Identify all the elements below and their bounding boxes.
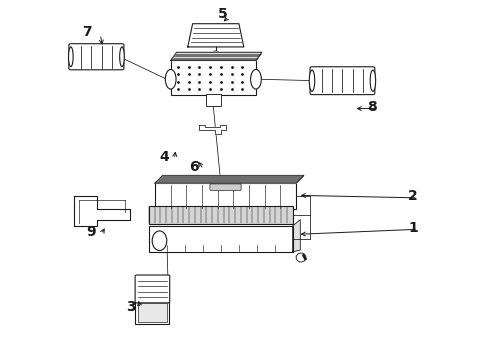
Text: 3: 3 [126, 300, 135, 314]
FancyBboxPatch shape [210, 184, 241, 190]
FancyBboxPatch shape [310, 67, 375, 95]
Bar [171, 58, 256, 95]
Ellipse shape [152, 231, 167, 251]
Polygon shape [155, 175, 304, 183]
Polygon shape [171, 52, 262, 60]
Ellipse shape [213, 51, 218, 54]
Bar [206, 94, 220, 106]
Polygon shape [74, 196, 129, 226]
FancyBboxPatch shape [69, 44, 124, 70]
Bar [149, 226, 293, 252]
Ellipse shape [120, 47, 124, 67]
Bar [149, 206, 293, 224]
Ellipse shape [309, 70, 315, 91]
Ellipse shape [370, 70, 376, 91]
Ellipse shape [250, 69, 261, 89]
Polygon shape [293, 220, 300, 252]
Ellipse shape [165, 69, 176, 89]
Bar [135, 302, 170, 324]
Ellipse shape [296, 253, 306, 262]
Ellipse shape [69, 47, 73, 67]
Polygon shape [199, 125, 225, 134]
Text: 7: 7 [82, 25, 92, 39]
Polygon shape [302, 254, 307, 260]
Polygon shape [188, 24, 244, 47]
Bar [138, 303, 167, 322]
Text: 9: 9 [87, 225, 97, 239]
Text: 8: 8 [367, 100, 376, 114]
Text: 4: 4 [160, 150, 170, 164]
Text: 2: 2 [408, 189, 418, 203]
Bar [155, 183, 296, 209]
Text: 6: 6 [189, 161, 198, 175]
Text: 1: 1 [408, 221, 418, 235]
FancyBboxPatch shape [135, 275, 170, 303]
Text: 5: 5 [218, 7, 228, 21]
